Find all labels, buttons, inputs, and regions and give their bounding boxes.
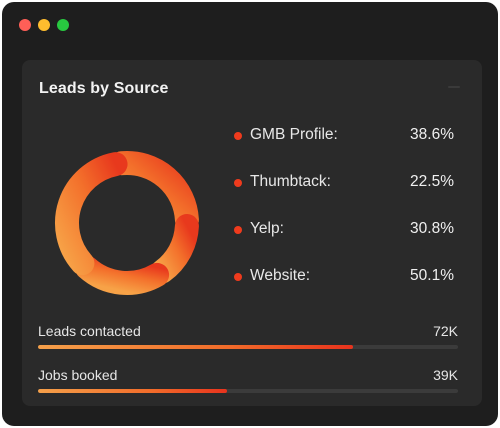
legend-bullet-icon: [234, 273, 242, 281]
legend-item-website: Website: 50.1%: [234, 267, 454, 287]
legend-bullet-icon: [234, 132, 242, 140]
legend-bullet-icon: [234, 179, 242, 187]
legend-label: Yelp:: [250, 220, 284, 237]
card-title: Leads by Source: [39, 80, 169, 97]
maximize-window-button[interactable]: [57, 19, 69, 31]
legend-label: Website:: [250, 267, 311, 284]
donut-segment-thumbtack: [150, 213, 199, 284]
donut-segment-yelp: [74, 255, 170, 295]
window-controls: [19, 19, 69, 31]
progress-track: [38, 345, 458, 349]
legend-label: Thumbtack:: [250, 173, 331, 190]
metric-label: Leads contacted: [38, 323, 141, 339]
progress-fill: [38, 389, 227, 393]
legend-value: 30.8%: [410, 220, 454, 237]
progress-track: [38, 389, 458, 393]
metric-value: 39K: [433, 367, 458, 383]
legend-value: 22.5%: [410, 173, 454, 190]
close-window-button[interactable]: [19, 19, 31, 31]
legend-item-thumbtack: Thumbtack: 22.5%: [234, 173, 454, 193]
donut-segment-gmb-profile: [109, 151, 199, 232]
legend-item-gmb-profile: GMB Profile: 38.6%: [234, 126, 454, 146]
legend-bullet-icon: [234, 226, 242, 234]
legend-value: 50.1%: [410, 267, 454, 284]
metric-value: 72K: [433, 323, 458, 339]
menu-icon[interactable]: [448, 86, 460, 88]
donut-segment-website: [55, 152, 128, 276]
legend-item-yelp: Yelp: 30.8%: [234, 220, 454, 240]
legend-label: GMB Profile:: [250, 126, 338, 143]
donut-chart: [55, 151, 199, 295]
progress-fill: [38, 345, 353, 349]
legend-value: 38.6%: [410, 126, 454, 143]
minimize-window-button[interactable]: [38, 19, 50, 31]
leads-by-source-card: Leads by Source GMB Profile: 38.6% Thumb…: [22, 60, 482, 406]
metric-label: Jobs booked: [38, 367, 118, 383]
